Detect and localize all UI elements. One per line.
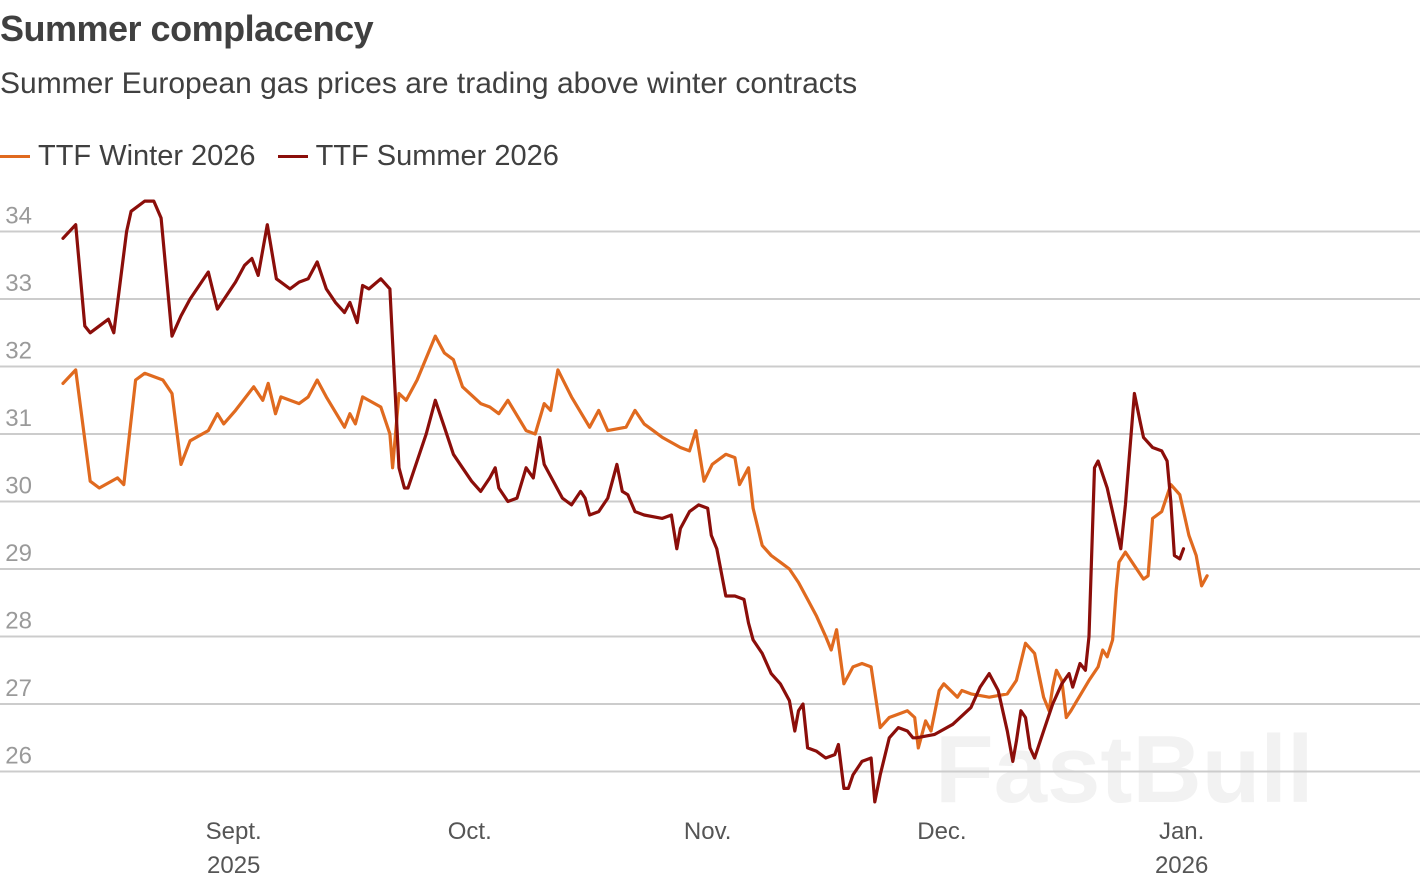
x-axis-ticks: Sept. 2025 Oct. Nov. Dec. Jan. 2026 xyxy=(206,818,1209,879)
chart-title: Summer complacency xyxy=(0,8,374,49)
legend: TTF Winter 2026 TTF Summer 2026 xyxy=(0,140,581,173)
y-tick-label: 27 xyxy=(5,675,32,702)
legend-item-winter: TTF Winter 2026 xyxy=(0,140,256,173)
chart-subtitle: Summer European gas prices are trading a… xyxy=(0,67,858,100)
legend-label-winter: TTF Winter 2026 xyxy=(38,140,256,172)
legend-swatch-summer xyxy=(277,155,308,158)
y-tick-label: 31 xyxy=(5,405,32,432)
x-tick-label: Dec. xyxy=(917,818,966,845)
y-tick-label: 28 xyxy=(5,608,32,635)
y-tick-label: 29 xyxy=(5,540,32,567)
x-tick-sublabel: 2026 xyxy=(1155,852,1208,879)
y-axis-ticks: 26 27 28 29 30 31 32 33 34 xyxy=(5,203,32,770)
y-tick-label: 32 xyxy=(5,338,32,365)
y-tick-label: 34 xyxy=(5,203,32,230)
x-tick-label: Sept. xyxy=(206,818,262,845)
series-line-summer xyxy=(61,199,1186,804)
x-tick-label: Oct. xyxy=(448,818,492,845)
x-tick-label: Nov. xyxy=(684,818,732,845)
gridlines xyxy=(0,230,1420,773)
series-lines xyxy=(61,199,1209,804)
legend-swatch-winter xyxy=(0,155,30,158)
watermark-text: FastBull xyxy=(935,716,1314,823)
y-tick-label: 26 xyxy=(5,743,32,770)
y-tick-label: 30 xyxy=(5,473,32,500)
x-tick-sublabel: 2025 xyxy=(207,852,260,879)
legend-item-summer: TTF Summer 2026 xyxy=(277,140,559,173)
y-tick-label: 33 xyxy=(5,270,32,297)
legend-label-summer: TTF Summer 2026 xyxy=(315,140,559,172)
series-line-winter xyxy=(61,334,1209,750)
x-tick-label: Jan. xyxy=(1159,818,1204,845)
